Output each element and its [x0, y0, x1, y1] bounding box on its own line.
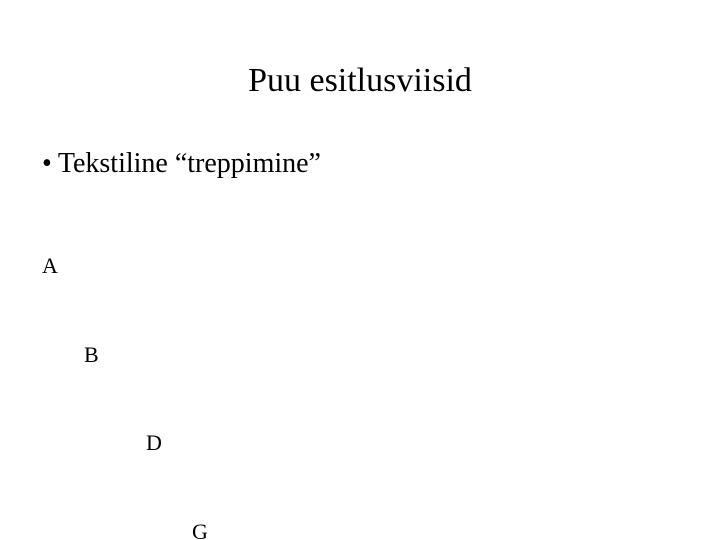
bullet-marker: •: [42, 148, 52, 180]
tree-node: A: [42, 251, 208, 280]
bullet-text: Tekstiline “treppimine”: [58, 148, 321, 179]
bullet-item: •Tekstiline “treppimine”: [42, 148, 321, 180]
tree-node: D: [42, 428, 208, 457]
tree-indented: A B D G H E F I C J: [42, 192, 208, 540]
tree-node: B: [42, 340, 208, 369]
slide-title: Puu esitlusviisid: [0, 62, 720, 100]
slide: Puu esitlusviisid •Tekstiline “treppimin…: [0, 0, 720, 540]
tree-node: G: [42, 517, 208, 540]
